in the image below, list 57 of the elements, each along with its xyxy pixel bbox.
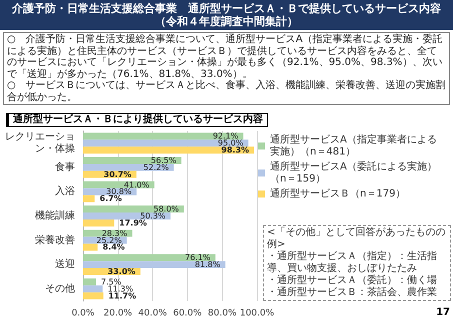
data-label: 76.1%: [184, 253, 211, 262]
legend-label: 通所型サービスＢ（n＝179）: [270, 188, 406, 200]
legend-label: 通所型サービスA（指定事業者による実施）（n＝481）: [270, 134, 437, 158]
bar: [83, 244, 98, 251]
chart-subtitle: （令和４年度調査中間集計）: [154, 15, 299, 28]
data-label: 52.2%: [143, 162, 170, 172]
data-label: 56.5%: [150, 156, 177, 165]
bar: [83, 195, 95, 202]
x-tick-label: 60.0%: [173, 308, 202, 318]
text: ○ サービスＢについては、サービスＡと比べ、食事、入浴、機能訓練、栄養改善、送迎の実施割合が低かった。: [7, 80, 446, 103]
x-tick-label: 100.0%: [240, 308, 275, 318]
data-label: 95.0%: [218, 138, 244, 148]
data-label: 11.7%: [108, 291, 136, 300]
data-label: 81.8%: [194, 260, 221, 270]
bar: [83, 285, 103, 292]
x-tick-label: 20.0%: [104, 308, 133, 318]
y-tick-label: 送迎: [55, 258, 75, 270]
data-label: 8.4%: [102, 242, 125, 252]
bar: [83, 278, 96, 286]
data-label: 41.0%: [124, 180, 150, 190]
text: ○ 介護予防・日常生活支援総合事業について、通所型サービスA（指定事業者による実施・委託による実施）と住民主体のサービス（サービスＢ）で提供しているサービス内容をみると、全てのサービスにおいて「レクリエーション・体操」が最も多く（92.1%、95.0%、98.3%）、次いで「送迎」が多かった（76.1%、81.8%、33.0%）。: [7, 34, 444, 80]
bar: [83, 219, 114, 226]
data-label: 58.0%: [154, 204, 180, 214]
data-label: 28.3%: [102, 228, 128, 238]
text: ・通所型サービスＡ（指定）：生活指導、買い物支援、おしぼりたたみ: [267, 251, 438, 274]
text: <「その他」として回答があったものの例>: [267, 227, 446, 250]
text: ・通所型サービスＢ：茶話会、農作業: [267, 287, 438, 299]
chart-title: 介護予防・日常生活支援総合事業 通所型サービスＡ・Ｂで提供しているサービス内容: [10, 2, 442, 15]
bar: [83, 140, 248, 147]
data-label: 33.0%: [108, 267, 136, 276]
data-label: 92.1%: [212, 132, 239, 141]
legend-label: 通所型サービスA（委託による実施）（n＝159）: [270, 160, 437, 184]
text: 17: [436, 307, 450, 318]
text: ・通所型サービスＡ（委託）：働く場: [267, 275, 438, 286]
bar: [83, 261, 226, 268]
y-tick-label: レクリエーション・体操: [5, 132, 75, 155]
data-label: 30.7%: [104, 170, 132, 179]
y-tick-label: 栄養改善: [35, 234, 75, 246]
y-tick-label: その他: [45, 282, 75, 294]
data-label: 98.3%: [221, 146, 250, 155]
bar: [83, 132, 244, 140]
data-label: 6.7%: [100, 194, 122, 204]
x-tick-label: 0.0%: [72, 308, 95, 318]
bar: [83, 292, 104, 300]
bar: [83, 146, 254, 154]
y-tick-label: 入浴: [55, 185, 75, 198]
x-tick-label: 80.0%: [208, 308, 237, 318]
x-tick-label: 40.0%: [138, 308, 168, 318]
data-label: 25.2%: [96, 236, 122, 245]
y-tick-label: 食事: [55, 160, 75, 173]
data-label: 17.9%: [119, 218, 147, 228]
bar: [83, 254, 216, 262]
data-label: 7.5%: [101, 277, 122, 286]
data-label: 30.8%: [106, 187, 132, 196]
y-tick-label: 機能訓練: [35, 210, 75, 222]
data-label: 50.3%: [140, 212, 166, 220]
data-label: 11.3%: [108, 284, 134, 294]
